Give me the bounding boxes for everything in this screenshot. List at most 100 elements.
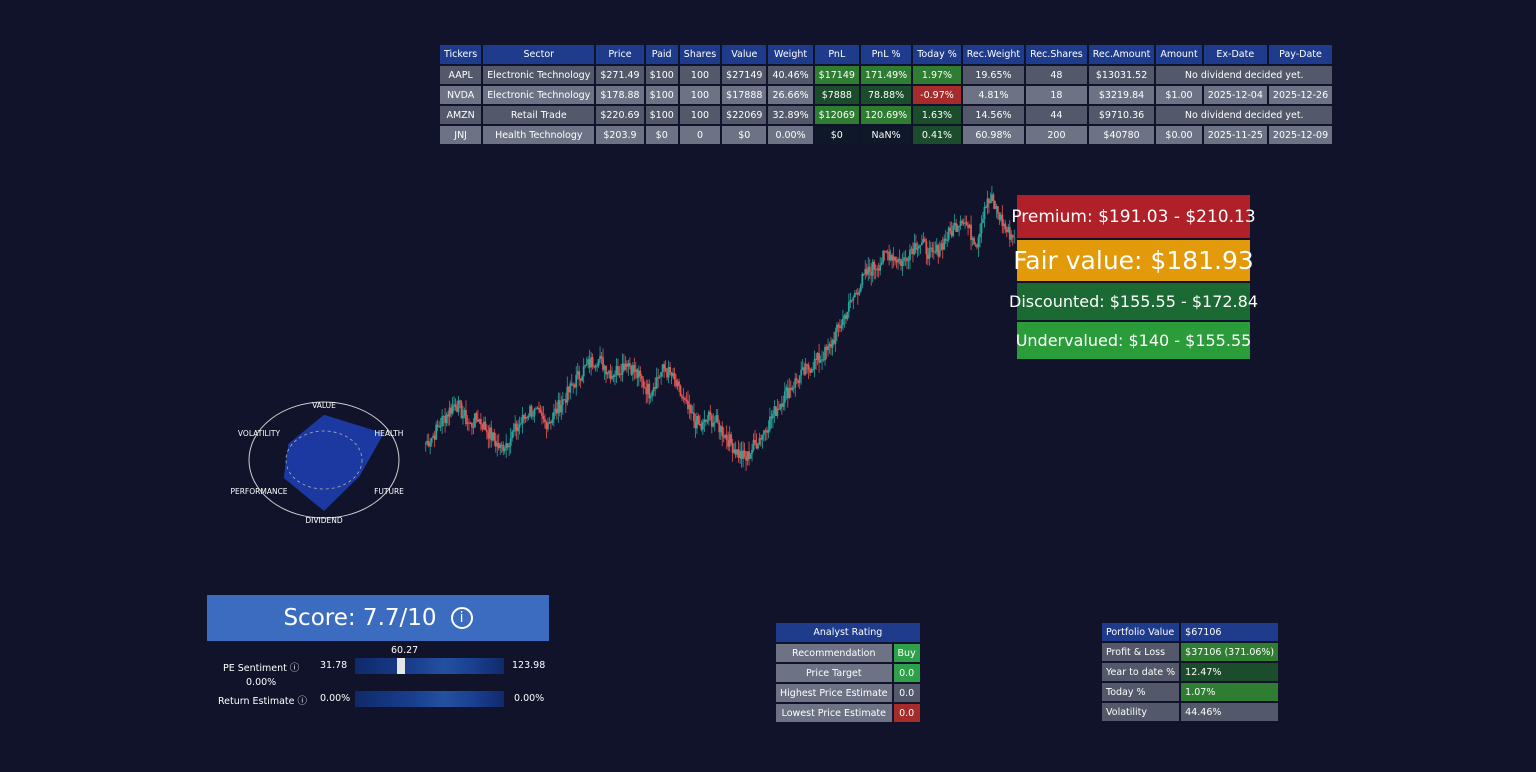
candle-body (538, 407, 540, 410)
return-estimate-label[interactable]: Return Estimate ⓘ (218, 696, 308, 707)
holdings-header-cell[interactable]: Paid (645, 45, 678, 64)
candle-body (617, 366, 619, 376)
candle-body (444, 416, 447, 424)
candle-body (494, 440, 497, 447)
candle-body (991, 194, 993, 202)
candle-body (900, 259, 902, 266)
candle-body (625, 363, 628, 367)
candle-body (675, 379, 677, 387)
holdings-header-cell[interactable]: Amount (1156, 45, 1202, 64)
candle-body (995, 206, 998, 209)
holdings-cell-pnl: $0 (814, 126, 859, 144)
candle-body (988, 198, 990, 204)
candle-body (879, 264, 882, 271)
holdings-header-cell[interactable]: Price (596, 45, 644, 64)
holdings-header-cell[interactable]: PnL (814, 45, 859, 64)
candle-body (691, 412, 694, 414)
holdings-row[interactable]: NVDA Electronic Technology $178.88 $100 100 $… (440, 86, 1333, 104)
portfolio-row: Portfolio Value $67106 (1102, 623, 1279, 641)
holdings-header-cell[interactable]: Pay-Date (1268, 45, 1333, 64)
holdings-header-cell[interactable]: Tickers (440, 45, 482, 64)
candle-body (561, 399, 564, 405)
candle-body (721, 426, 724, 437)
holdings-cell-sector: Electronic Technology (483, 66, 595, 84)
portfolio-value: 1.07% (1181, 683, 1279, 701)
holdings-row[interactable]: AMZN Retail Trade $220.69 $100 100 $22069 32.8… (440, 106, 1333, 124)
holdings-cell-today: 1.63% (913, 106, 961, 124)
price-chart[interactable] (425, 185, 1015, 490)
candle-body (1010, 234, 1013, 240)
holdings-header-cell[interactable]: Rec.Shares (1026, 45, 1087, 64)
candle-body (798, 375, 801, 384)
holdings-row[interactable]: AAPL Electronic Technology $271.49 $100 100 $… (440, 66, 1333, 84)
candle-body (590, 357, 593, 368)
candle-body (761, 434, 764, 440)
candle-body (530, 406, 533, 417)
candle-body (518, 424, 521, 428)
holdings-cell-price: $271.49 (596, 66, 644, 84)
return-max-value: 0.00% (514, 693, 545, 704)
pe-sentiment-label[interactable]: PE Sentiment ⓘ (223, 663, 300, 674)
holdings-header-cell[interactable]: Rec.Weight (962, 45, 1025, 64)
candle-body (773, 406, 776, 415)
candle-body (955, 223, 958, 232)
candle-body (992, 194, 995, 201)
holdings-row[interactable]: JNJ Health Technology $203.9 $0 0 $0 0.00% $0 Na… (440, 126, 1333, 144)
candle-body (961, 220, 964, 223)
candle-body (624, 363, 627, 371)
candle-body (952, 225, 955, 237)
candle-body (828, 344, 831, 346)
candle-body (551, 419, 554, 424)
candle-body (950, 231, 953, 237)
candle-body (809, 369, 812, 373)
holdings-header-cell[interactable]: Ex-Date (1203, 45, 1267, 64)
pe-sentiment-marker[interactable] (397, 658, 406, 674)
candle-body (968, 224, 971, 228)
analyst-rating-table: Analyst Rating Recommendation Buy Price … (774, 621, 922, 724)
candle-body (456, 407, 458, 412)
score-banner: Score: 7.7/10 i (207, 595, 549, 641)
candle-body (895, 260, 898, 263)
radar-label-volatility: VOLATILITY (238, 429, 281, 438)
candle-body (529, 406, 531, 417)
holdings-header-cell[interactable]: Shares (679, 45, 721, 64)
candle-body (819, 360, 822, 363)
candle-body (623, 363, 625, 371)
candle-body (874, 269, 877, 271)
candle-body (547, 423, 549, 430)
candle-body (807, 364, 810, 370)
holdings-header-cell[interactable]: Weight (768, 45, 813, 64)
candle-body (962, 222, 965, 224)
candle-body (813, 358, 816, 370)
candle-body (993, 200, 996, 209)
candle-body (843, 315, 846, 319)
holdings-cell-pnl: $7888 (814, 86, 859, 104)
candle-body (615, 366, 618, 375)
holdings-header-cell[interactable]: PnL % (860, 45, 912, 64)
candle-body (998, 213, 1001, 220)
candle-body (746, 451, 749, 461)
holdings-header-cell[interactable]: Today % (913, 45, 961, 64)
holdings-cell-ex-date: 2025-12-04 (1203, 86, 1267, 104)
candle-body (923, 238, 926, 242)
radar-score-shape (283, 414, 384, 511)
holdings-header-cell[interactable]: Rec.Amount (1088, 45, 1155, 64)
candle-body (996, 206, 999, 214)
candle-body (1007, 226, 1010, 233)
analyst-value: 0.0 (893, 704, 920, 722)
candle-body (599, 356, 601, 360)
holdings-cell-price: $220.69 (596, 106, 644, 124)
candle-body (508, 445, 511, 448)
holdings-header-cell[interactable]: Value (722, 45, 767, 64)
analyst-rating-title: Analyst Rating (776, 623, 920, 642)
candle-body (545, 421, 548, 430)
info-icon[interactable]: i (450, 607, 473, 629)
candle-body (605, 366, 607, 375)
candle-body (512, 430, 515, 432)
holdings-header-cell[interactable]: Sector (483, 45, 595, 64)
candle-body (611, 375, 613, 379)
candle-body (856, 293, 859, 295)
holdings-cell-rec-amount: $9710.36 (1088, 106, 1155, 124)
candle-body (640, 376, 643, 380)
candle-body (533, 408, 536, 416)
